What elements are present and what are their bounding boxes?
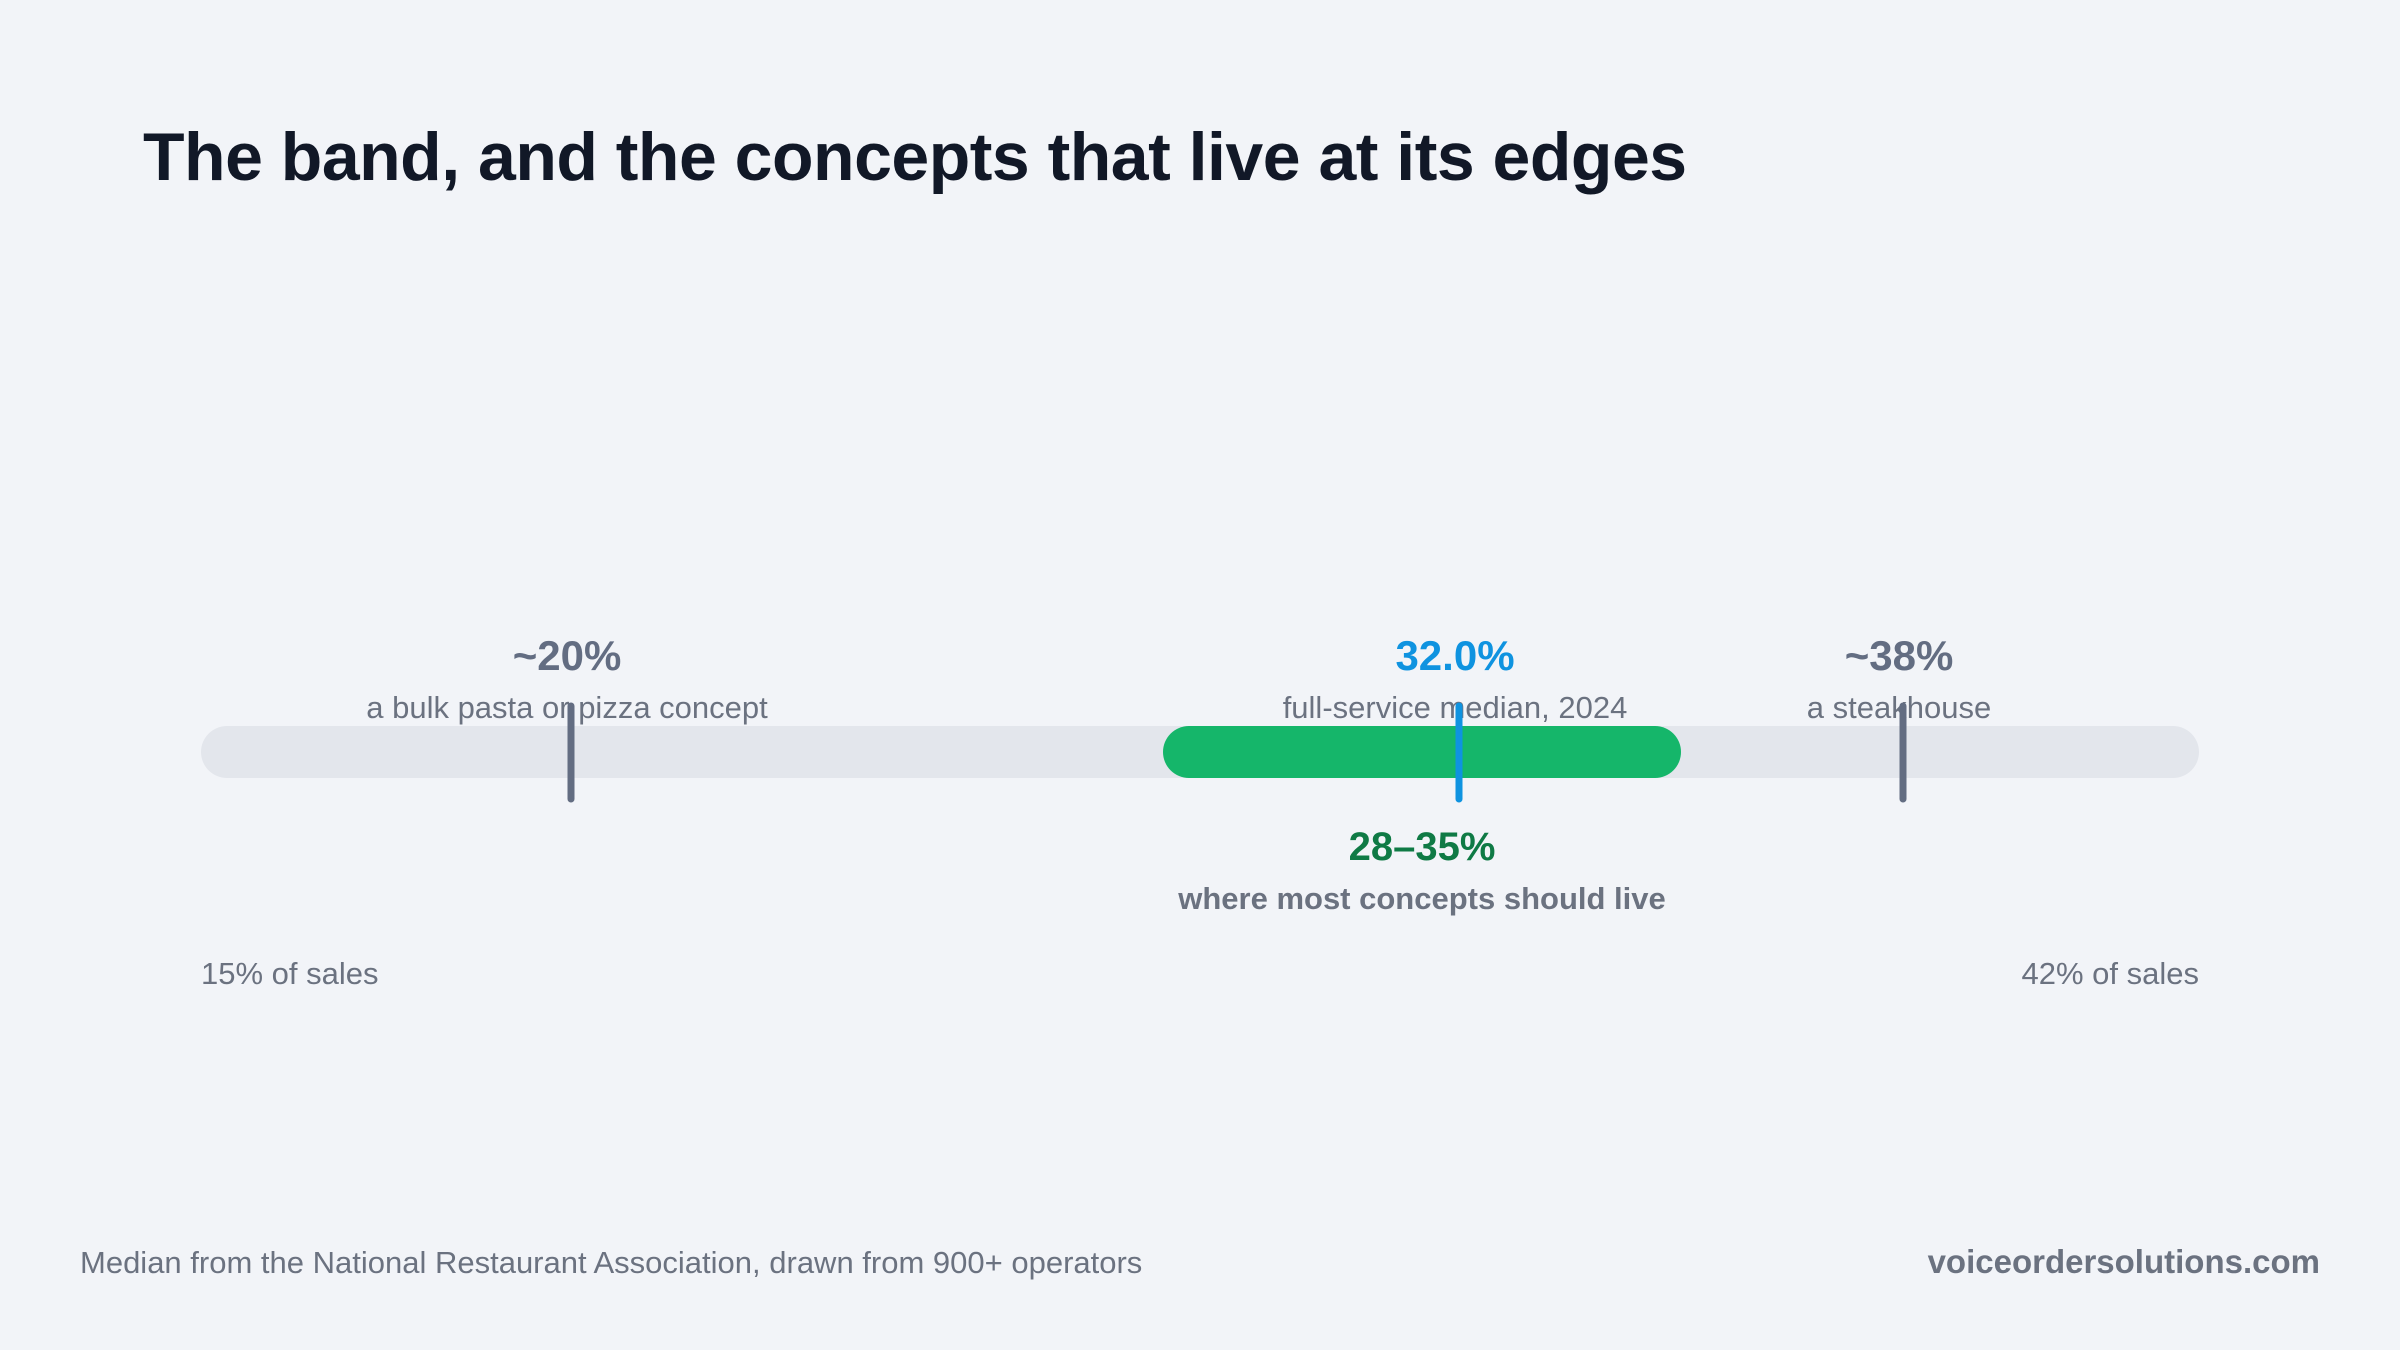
marker-2-caption: a steakhouse	[1807, 690, 1991, 725]
source-note: Median from the National Restaurant Asso…	[80, 1245, 1143, 1280]
brand-link[interactable]: voiceordersolutions.com	[1927, 1243, 2320, 1280]
median-value-label: 32.0%	[1395, 632, 1514, 679]
marker-0-value-label: ~20%	[513, 632, 622, 679]
band-value-label: 28–35%	[1349, 825, 1496, 869]
axis-max-label: 42% of sales	[2022, 956, 2200, 991]
marker-0-caption: a bulk pasta or pizza concept	[366, 690, 768, 725]
marker-2-value-label: ~38%	[1845, 632, 1954, 679]
target-band	[1163, 726, 1681, 778]
axis-min-label: 15% of sales	[201, 956, 379, 991]
band-caption: where most concepts should live	[1177, 881, 1666, 916]
median-caption: full-service median, 2024	[1283, 690, 1628, 725]
page-title: The band, and the concepts that live at …	[143, 119, 1687, 195]
